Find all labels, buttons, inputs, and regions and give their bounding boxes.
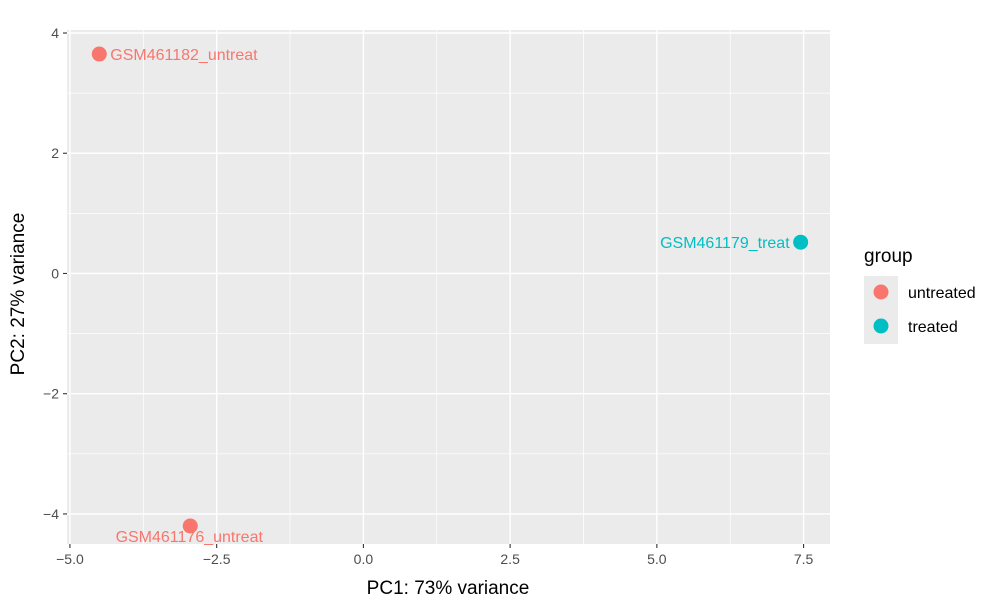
x-tick-label: 5.0 — [647, 551, 667, 567]
grid-minor — [67, 30, 830, 544]
legend-key-untreated — [873, 284, 889, 300]
legend-label-untreated: untreated — [908, 285, 976, 302]
point-label: GSM461179_treat — [660, 235, 790, 252]
legend: group untreated treated — [864, 246, 976, 344]
y-axis-ticks: −4 −2 0 2 4 — [43, 25, 67, 522]
y-tick-label: 2 — [51, 145, 59, 161]
data-point-treated — [793, 234, 809, 250]
y-tick-label: −2 — [43, 386, 59, 402]
y-tick-label: −4 — [43, 506, 59, 522]
x-tick-label: 2.5 — [500, 551, 520, 567]
data-point-untreated — [91, 46, 107, 62]
x-tick-label: 0.0 — [354, 551, 374, 567]
legend-label-treated: treated — [908, 319, 958, 336]
point-label: GSM461176_untreat — [116, 529, 264, 546]
point-labels: GSM461182_untreat GSM461176_untreat GSM461… — [110, 47, 790, 546]
y-axis-title: PC2: 27% variance — [8, 213, 29, 376]
x-tick-label: −5.0 — [56, 551, 84, 567]
y-tick-label: 0 — [51, 265, 59, 281]
y-tick-label: 4 — [51, 25, 59, 41]
point-label: GSM461182_untreat — [110, 47, 258, 64]
legend-title: group — [864, 246, 913, 267]
legend-key-treated — [873, 318, 889, 334]
data-points — [91, 46, 809, 534]
x-axis-title: PC1: 73% variance — [367, 578, 530, 599]
x-axis-ticks: −5.0 −2.5 0.0 2.5 5.0 7.5 — [56, 544, 814, 567]
x-tick-label: −2.5 — [203, 551, 231, 567]
plot-panel — [67, 30, 830, 544]
grid-major — [67, 30, 830, 544]
x-tick-label: 7.5 — [794, 551, 814, 567]
data-point-untreated — [182, 518, 198, 534]
